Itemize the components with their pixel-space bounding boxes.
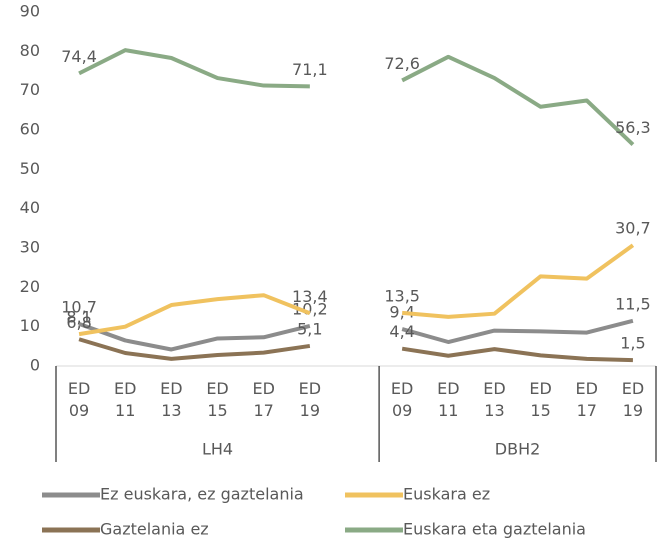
y-tick-label: 40 bbox=[20, 198, 40, 217]
x-tick-label: ED 19 bbox=[298, 379, 322, 420]
x-tick-label: ED 17 bbox=[252, 379, 275, 420]
y-tick-label: 30 bbox=[20, 238, 40, 257]
data-label: 10,2 bbox=[292, 299, 328, 318]
data-label: 56,3 bbox=[615, 118, 651, 137]
series-line bbox=[78, 318, 634, 352]
y-tick-label: 50 bbox=[20, 159, 40, 178]
legend-label: Gaztelania ez bbox=[100, 520, 209, 539]
y-tick-label: 60 bbox=[20, 120, 40, 139]
group-label: DBH2 bbox=[495, 440, 541, 459]
data-label: 4,4 bbox=[389, 322, 414, 341]
legend-label: Euskara ez bbox=[403, 485, 490, 504]
x-tick-label: ED 19 bbox=[621, 379, 645, 420]
x-tick-label: ED 09 bbox=[67, 379, 91, 420]
x-tick-label: ED 11 bbox=[437, 379, 460, 420]
x-tick-label: ED 17 bbox=[575, 379, 598, 420]
legend-label: Euskara eta gaztelania bbox=[403, 520, 586, 539]
group-label: LH4 bbox=[202, 440, 233, 459]
x-tick-label: ED 13 bbox=[160, 379, 183, 420]
data-label: 13,4 bbox=[292, 287, 328, 306]
series-line bbox=[78, 337, 633, 363]
y-tick-label: 20 bbox=[20, 277, 40, 296]
legend-label: Ez euskara, ez gaztelania bbox=[100, 485, 304, 504]
y-tick-label: 80 bbox=[20, 41, 40, 60]
series-line bbox=[78, 243, 635, 337]
data-label: 11,5 bbox=[615, 294, 651, 313]
data-label: 10,7 bbox=[61, 297, 97, 316]
data-label: 13,5 bbox=[384, 286, 420, 305]
y-tick-label: 90 bbox=[20, 2, 40, 21]
data-label: 30,7 bbox=[615, 219, 651, 238]
y-tick-label: 10 bbox=[20, 316, 40, 335]
y-tick-label: 70 bbox=[20, 80, 40, 99]
x-tick-label: ED 15 bbox=[206, 379, 229, 420]
data-label: 72,6 bbox=[384, 54, 420, 73]
data-label: 6,8 bbox=[66, 313, 91, 332]
series-line bbox=[78, 48, 635, 146]
data-label: 71,1 bbox=[292, 60, 328, 79]
data-label: 5,1 bbox=[297, 319, 322, 338]
data-label: 8,1 bbox=[66, 308, 91, 327]
x-tick-label: ED 09 bbox=[390, 379, 414, 420]
x-tick-label: ED 15 bbox=[529, 379, 552, 420]
data-label: 1,5 bbox=[620, 334, 645, 353]
x-tick-label: ED 11 bbox=[114, 379, 137, 420]
y-tick-label: 0 bbox=[30, 356, 40, 375]
data-label: 74,4 bbox=[61, 47, 97, 66]
x-tick-label: ED 13 bbox=[483, 379, 506, 420]
data-label: 9,4 bbox=[389, 303, 414, 322]
